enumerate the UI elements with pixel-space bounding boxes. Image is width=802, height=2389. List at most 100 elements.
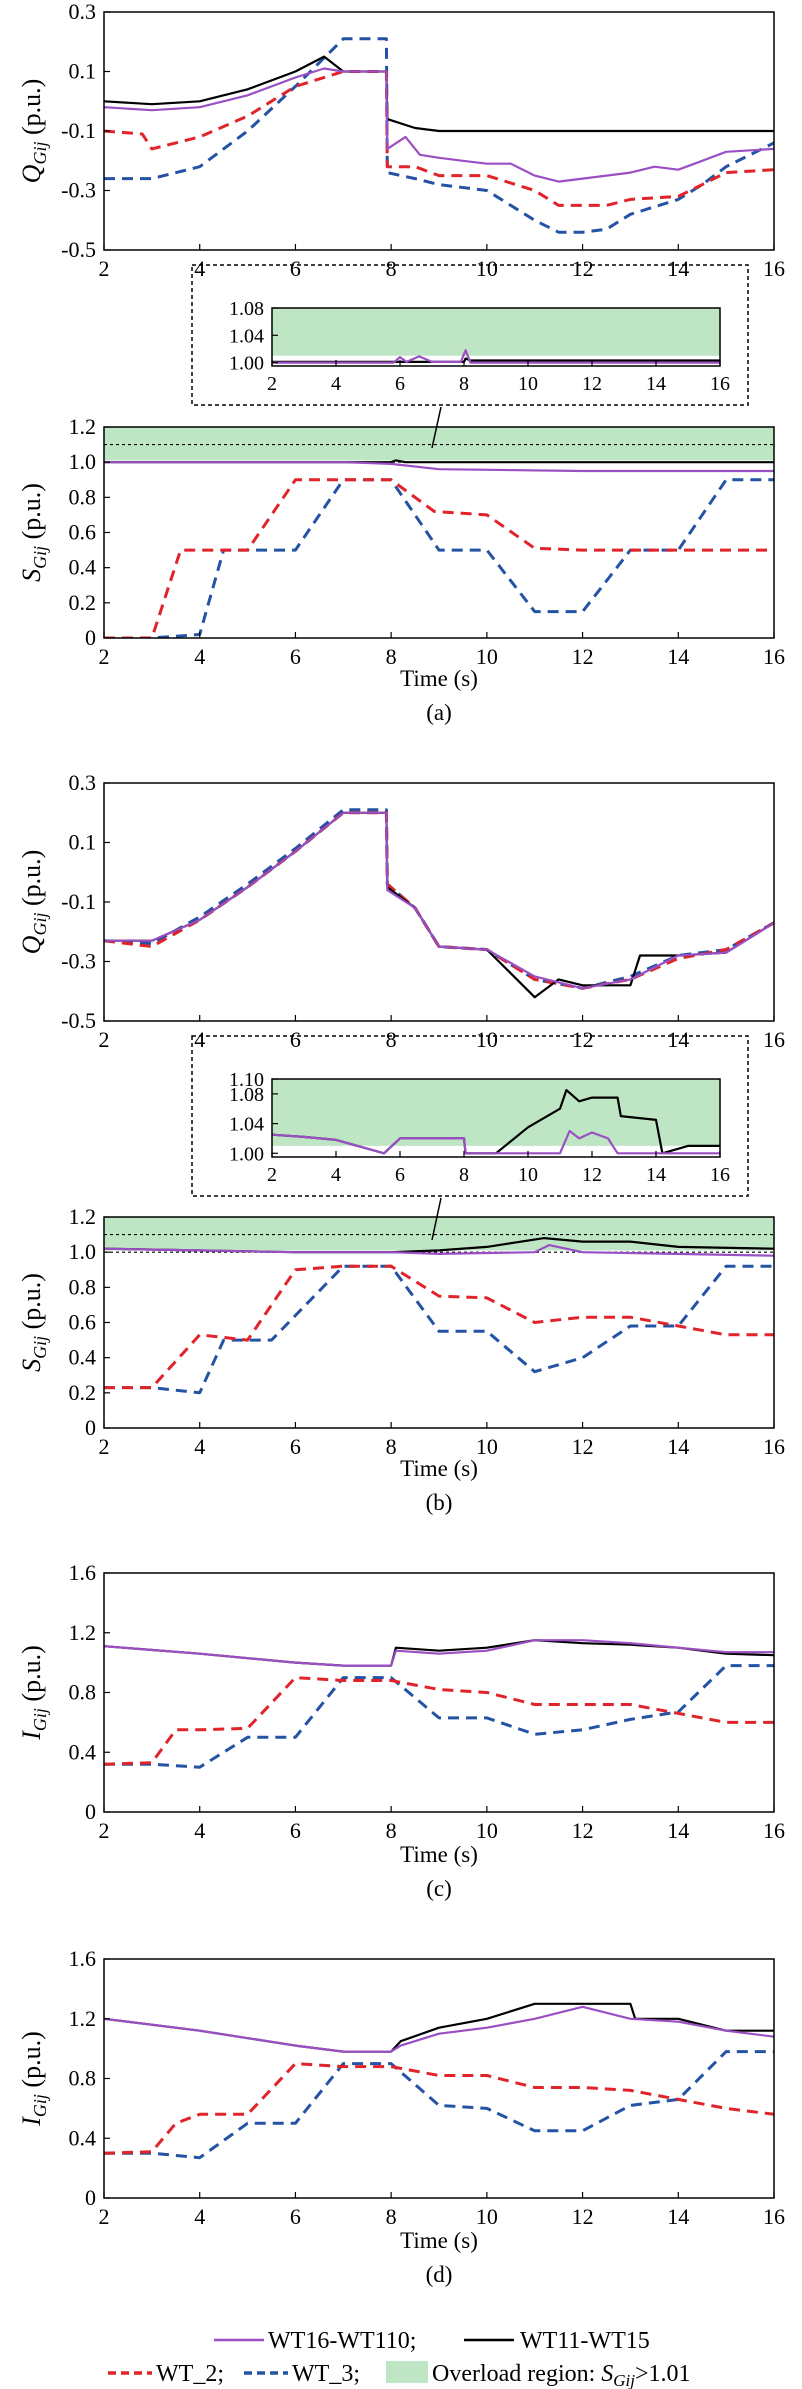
- x-tick-label: 12: [572, 1434, 594, 1459]
- x-tick-label: 10: [518, 1164, 538, 1186]
- x-tick-label: 14: [667, 644, 689, 669]
- y-tick-label: 0.6: [69, 1310, 97, 1335]
- y-tick-label: 0.4: [69, 1345, 97, 1370]
- y-tick-label: 0.8: [69, 484, 97, 509]
- y-tick-label: 0.4: [69, 2125, 97, 2150]
- legend-overload-var: S: [601, 2361, 613, 2387]
- y-axis-label-unit: (p.u.): [17, 850, 46, 913]
- series-line-wt11-wt15: [104, 2002, 774, 2053]
- x-tick-label: 10: [476, 644, 498, 669]
- y-tick-label: 0: [85, 1799, 96, 1824]
- series-line-wt11-wt15: [272, 357, 720, 363]
- y-tick-label: 1.2: [69, 414, 97, 439]
- chart-a_inset: 2 4 6 8 10 12 14 16 1.00 1.04 1.08: [191, 264, 749, 449]
- x-tick-label: 10: [476, 1818, 498, 1843]
- x-tick-label: 16: [710, 373, 730, 395]
- axes-box: [103, 1958, 775, 2199]
- chart-a_Q: 2 4 6 8 10 12 14 16 -0.5 -0.3 -0.1 0.1 0.3 QGij (p.u.…: [17, 0, 785, 281]
- series-group: [272, 1089, 720, 1155]
- y-tick-label: 1.10: [229, 1069, 264, 1091]
- y-tick-label: 0.1: [69, 830, 97, 855]
- x-tick-label: 14: [667, 1818, 689, 1843]
- x-tick-label: 14: [667, 2204, 689, 2229]
- inset-leader-line: [431, 1197, 442, 1241]
- series-line-wt_2: [104, 478, 774, 638]
- legend-overload-suffix: >1.01: [635, 2361, 691, 2387]
- x-tick-label: 6: [290, 1027, 301, 1052]
- x-tick-label: 8: [386, 256, 397, 281]
- x-tick-label: 6: [290, 1434, 301, 1459]
- legend-overload-prefix: Overload region:: [432, 2361, 601, 2387]
- series-group: [104, 37, 774, 234]
- y-tick-label: 1.2: [69, 2006, 97, 2031]
- legend-swatch-overload: [386, 2361, 428, 2383]
- y-tick-label: 0.8: [69, 1274, 97, 1299]
- x-tick-label: 8: [386, 1027, 397, 1052]
- chart-a_S: 2 4 6 8 10 12 14 16 0 0.2 0.4 0.6 0.8 1.0 1.2 SGij (p.u…: [17, 414, 785, 725]
- y-axis-label-sub: Gij: [30, 1336, 50, 1359]
- x-tick-label: 10: [476, 256, 498, 281]
- inset-frame: [191, 1035, 749, 1197]
- y-tick-label: -0.1: [61, 889, 96, 914]
- series-line-wt16-wt110: [104, 1244, 774, 1257]
- x-tick-label: 6: [290, 256, 301, 281]
- y-tick-label: 1.08: [229, 298, 264, 320]
- x-tick-label: 12: [572, 1027, 594, 1052]
- series-group: [104, 808, 774, 999]
- y-tick-label: 0: [85, 2185, 96, 2210]
- x-tick-label: 4: [194, 644, 205, 669]
- y-tick-label: 0.2: [69, 590, 97, 615]
- y-axis-label-unit: (p.u.): [17, 1645, 46, 1708]
- x-tick-label: 6: [290, 644, 301, 669]
- y-tick-label: 0.3: [69, 0, 97, 24]
- axes-box: [271, 307, 721, 367]
- y-tick-label: 1.6: [69, 1946, 97, 1971]
- inset-leader-line: [431, 406, 442, 449]
- x-tick-label: 4: [194, 2204, 205, 2229]
- series-line-wt_3: [104, 2050, 774, 2160]
- series-line-wt16-wt110: [104, 461, 774, 473]
- y-tick-label: 1.0: [69, 1239, 97, 1264]
- y-tick-label: 0: [85, 625, 96, 650]
- x-tick-label: 4: [194, 1818, 205, 1843]
- legend-label-overload: Overload region: SGij>1.01: [432, 2361, 691, 2389]
- y-tick-label: -0.3: [61, 178, 96, 203]
- y-axis-label-unit: (p.u.): [17, 1273, 46, 1336]
- y-axis-label-sub: Gij: [30, 2094, 50, 2117]
- y-axis-label-var: S: [17, 1359, 46, 1372]
- y-tick-label: 0.6: [69, 520, 97, 545]
- legend-label-wt3: WT_3;: [292, 2361, 360, 2387]
- chart-b_Q: 2 4 6 8 10 12 14 16 -0.5 -0.3 -0.1 0.1 0.3 QGij (p.u.…: [17, 770, 785, 1052]
- x-axis-label: Time (s): [400, 666, 478, 691]
- x-tick-label: 2: [99, 2204, 110, 2229]
- x-tick-label: 12: [582, 1164, 602, 1186]
- chart-d_I: 2 4 6 8 10 12 14 16 0 0.4 0.8 1.2 1.6 IGij (p.u.) Time…: [17, 1946, 785, 2287]
- y-tick-label: 0: [85, 1415, 96, 1440]
- y-axis-label: IGij (p.u.): [17, 2031, 50, 2127]
- y-tick-label: 1.04: [229, 325, 264, 347]
- y-tick-label: 0.4: [69, 1739, 97, 1764]
- y-tick-label: 1.04: [229, 1114, 264, 1136]
- series-line-wt16-wt110: [104, 811, 774, 990]
- y-tick-label: 0.3: [69, 770, 97, 795]
- y-tick-label: -0.5: [61, 237, 96, 262]
- chart-c_I: 2 4 6 8 10 12 14 16 0 0.4 0.8 1.2 1.6 IGij (p.u.) Time…: [17, 1560, 785, 1901]
- x-tick-label: 16: [763, 256, 785, 281]
- series-line-wt_3: [104, 1264, 774, 1395]
- series-line-wt16-wt110: [104, 1639, 774, 1667]
- y-tick-label: 1.0: [69, 449, 97, 474]
- y-tick-label: 1.00: [229, 353, 264, 375]
- x-tick-label: 14: [646, 373, 666, 395]
- x-tick-label: 6: [395, 1164, 405, 1186]
- y-axis-label: IGij (p.u.): [17, 1645, 50, 1741]
- legend-label-wt11: WT11-WT15: [520, 2328, 650, 2354]
- panel-caption: (a): [426, 700, 452, 725]
- x-tick-label: 16: [763, 644, 785, 669]
- x-tick-label: 6: [395, 373, 405, 395]
- x-tick-label: 2: [99, 1027, 110, 1052]
- x-tick-label: 16: [710, 1164, 730, 1186]
- series-line-wt_3: [104, 478, 774, 638]
- x-tick-label: 2: [267, 373, 277, 395]
- y-axis-label-unit: (p.u.): [17, 2031, 46, 2094]
